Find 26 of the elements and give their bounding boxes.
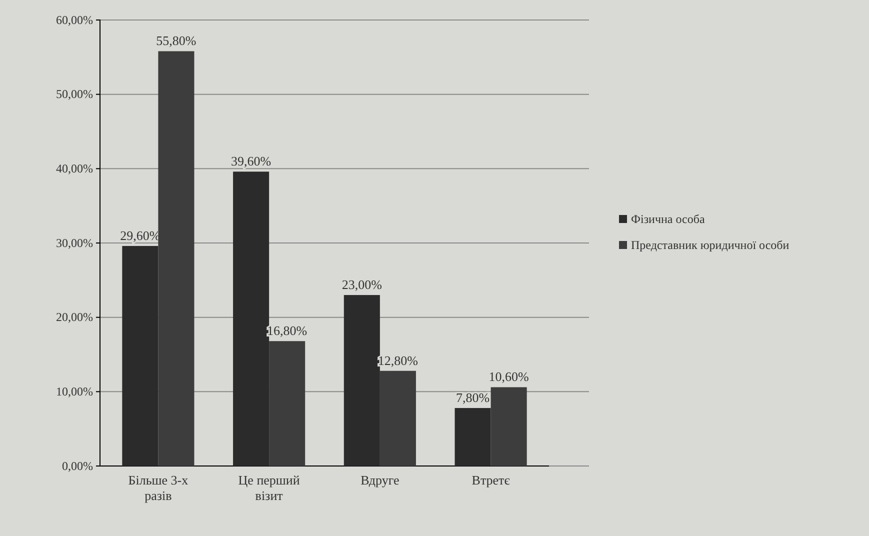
text: 23,00% (342, 277, 382, 292)
bar (158, 51, 194, 466)
y-tick-label: 0,00% (62, 458, 93, 473)
y-tick-label: 10,00% (56, 384, 93, 399)
bar (122, 246, 158, 466)
bar (269, 341, 306, 466)
bar (490, 387, 527, 466)
bar (454, 408, 491, 466)
x-tick-label: Вдруге (360, 472, 400, 488)
y-tick-label: 20,00% (56, 310, 93, 324)
text: 10,60% (488, 369, 529, 384)
legend-label: Фізична особа (631, 212, 706, 226)
y-tick-label: 50,00% (56, 87, 93, 102)
y-tick-label: 40,00% (56, 162, 93, 176)
y-tick-label: 60,00% (56, 12, 93, 27)
x-tick-label: Більше 3-х разів (128, 472, 189, 504)
y-tick-label: 30,00% (56, 236, 93, 250)
text: 7,80% (456, 390, 490, 406)
bar (344, 295, 380, 466)
text: 39,60% (231, 154, 272, 169)
bar (380, 370, 416, 466)
legend-label: Представник юридичної особи (631, 238, 790, 252)
bar (233, 172, 270, 466)
x-tick-label: Втретє (472, 472, 510, 488)
x-tick-label: Це перший візит (238, 472, 300, 504)
text: 55,80% (156, 33, 196, 48)
